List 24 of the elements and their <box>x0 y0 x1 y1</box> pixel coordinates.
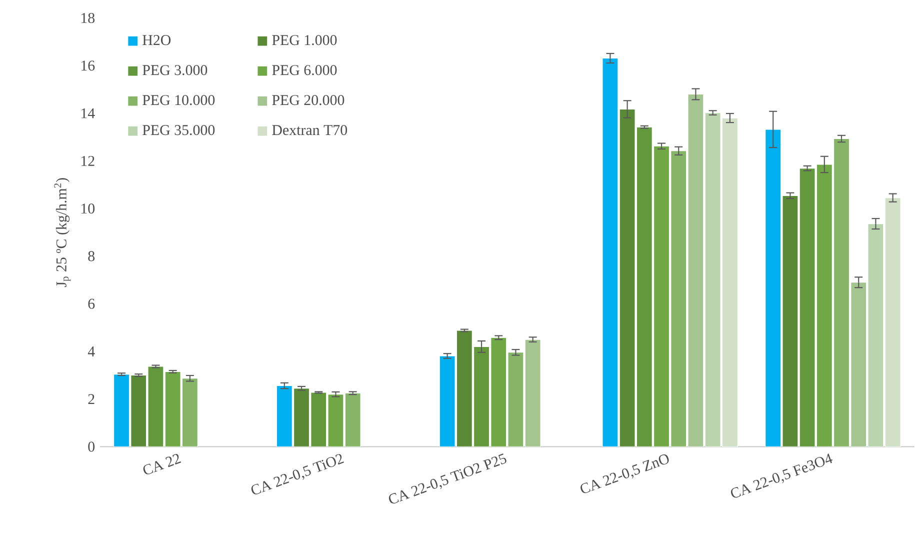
legend-label: PEG 10.000 <box>142 95 215 106</box>
x-tick-label: CA 22-0,5 TiO2 <box>251 454 344 495</box>
y-tick-label: 6 <box>88 298 95 309</box>
legend-label: PEG 35.000 <box>142 125 215 136</box>
legend-label: PEG 3.000 <box>142 65 208 76</box>
legend-label: PEG 1.000 <box>272 35 337 46</box>
y-tick-label: 10 <box>81 204 95 214</box>
y-axis-title: J$_{p}$ 25 ºC (kg/h.m$^{2}$) <box>54 178 71 288</box>
y-tick-label: 18 <box>81 13 95 24</box>
legend-label: PEG 20.000 <box>272 95 344 106</box>
x-tick-label: CA 22-0,5 ZnO <box>580 454 669 494</box>
legend-label: PEG 6.000 <box>272 65 337 76</box>
y-tick-label: 12 <box>81 156 94 166</box>
x-tick-label: CA 22 <box>143 454 182 474</box>
y-tick-label: 16 <box>81 60 95 71</box>
legend-label: Dextran T70 <box>272 125 348 136</box>
y-tick-label: 2 <box>88 394 94 404</box>
y-tick-label: 8 <box>88 251 95 262</box>
y-tick-label: 0 <box>88 442 95 452</box>
legend-label: H2O <box>142 35 171 46</box>
y-tick-label: 14 <box>81 108 95 118</box>
y-tick-label: 4 <box>88 346 95 357</box>
x-tick-label: CA 22-0,5 Fe3O4 <box>730 454 832 498</box>
x-tick-label: CA 22-0,5 TiO2 P25 <box>388 454 506 504</box>
